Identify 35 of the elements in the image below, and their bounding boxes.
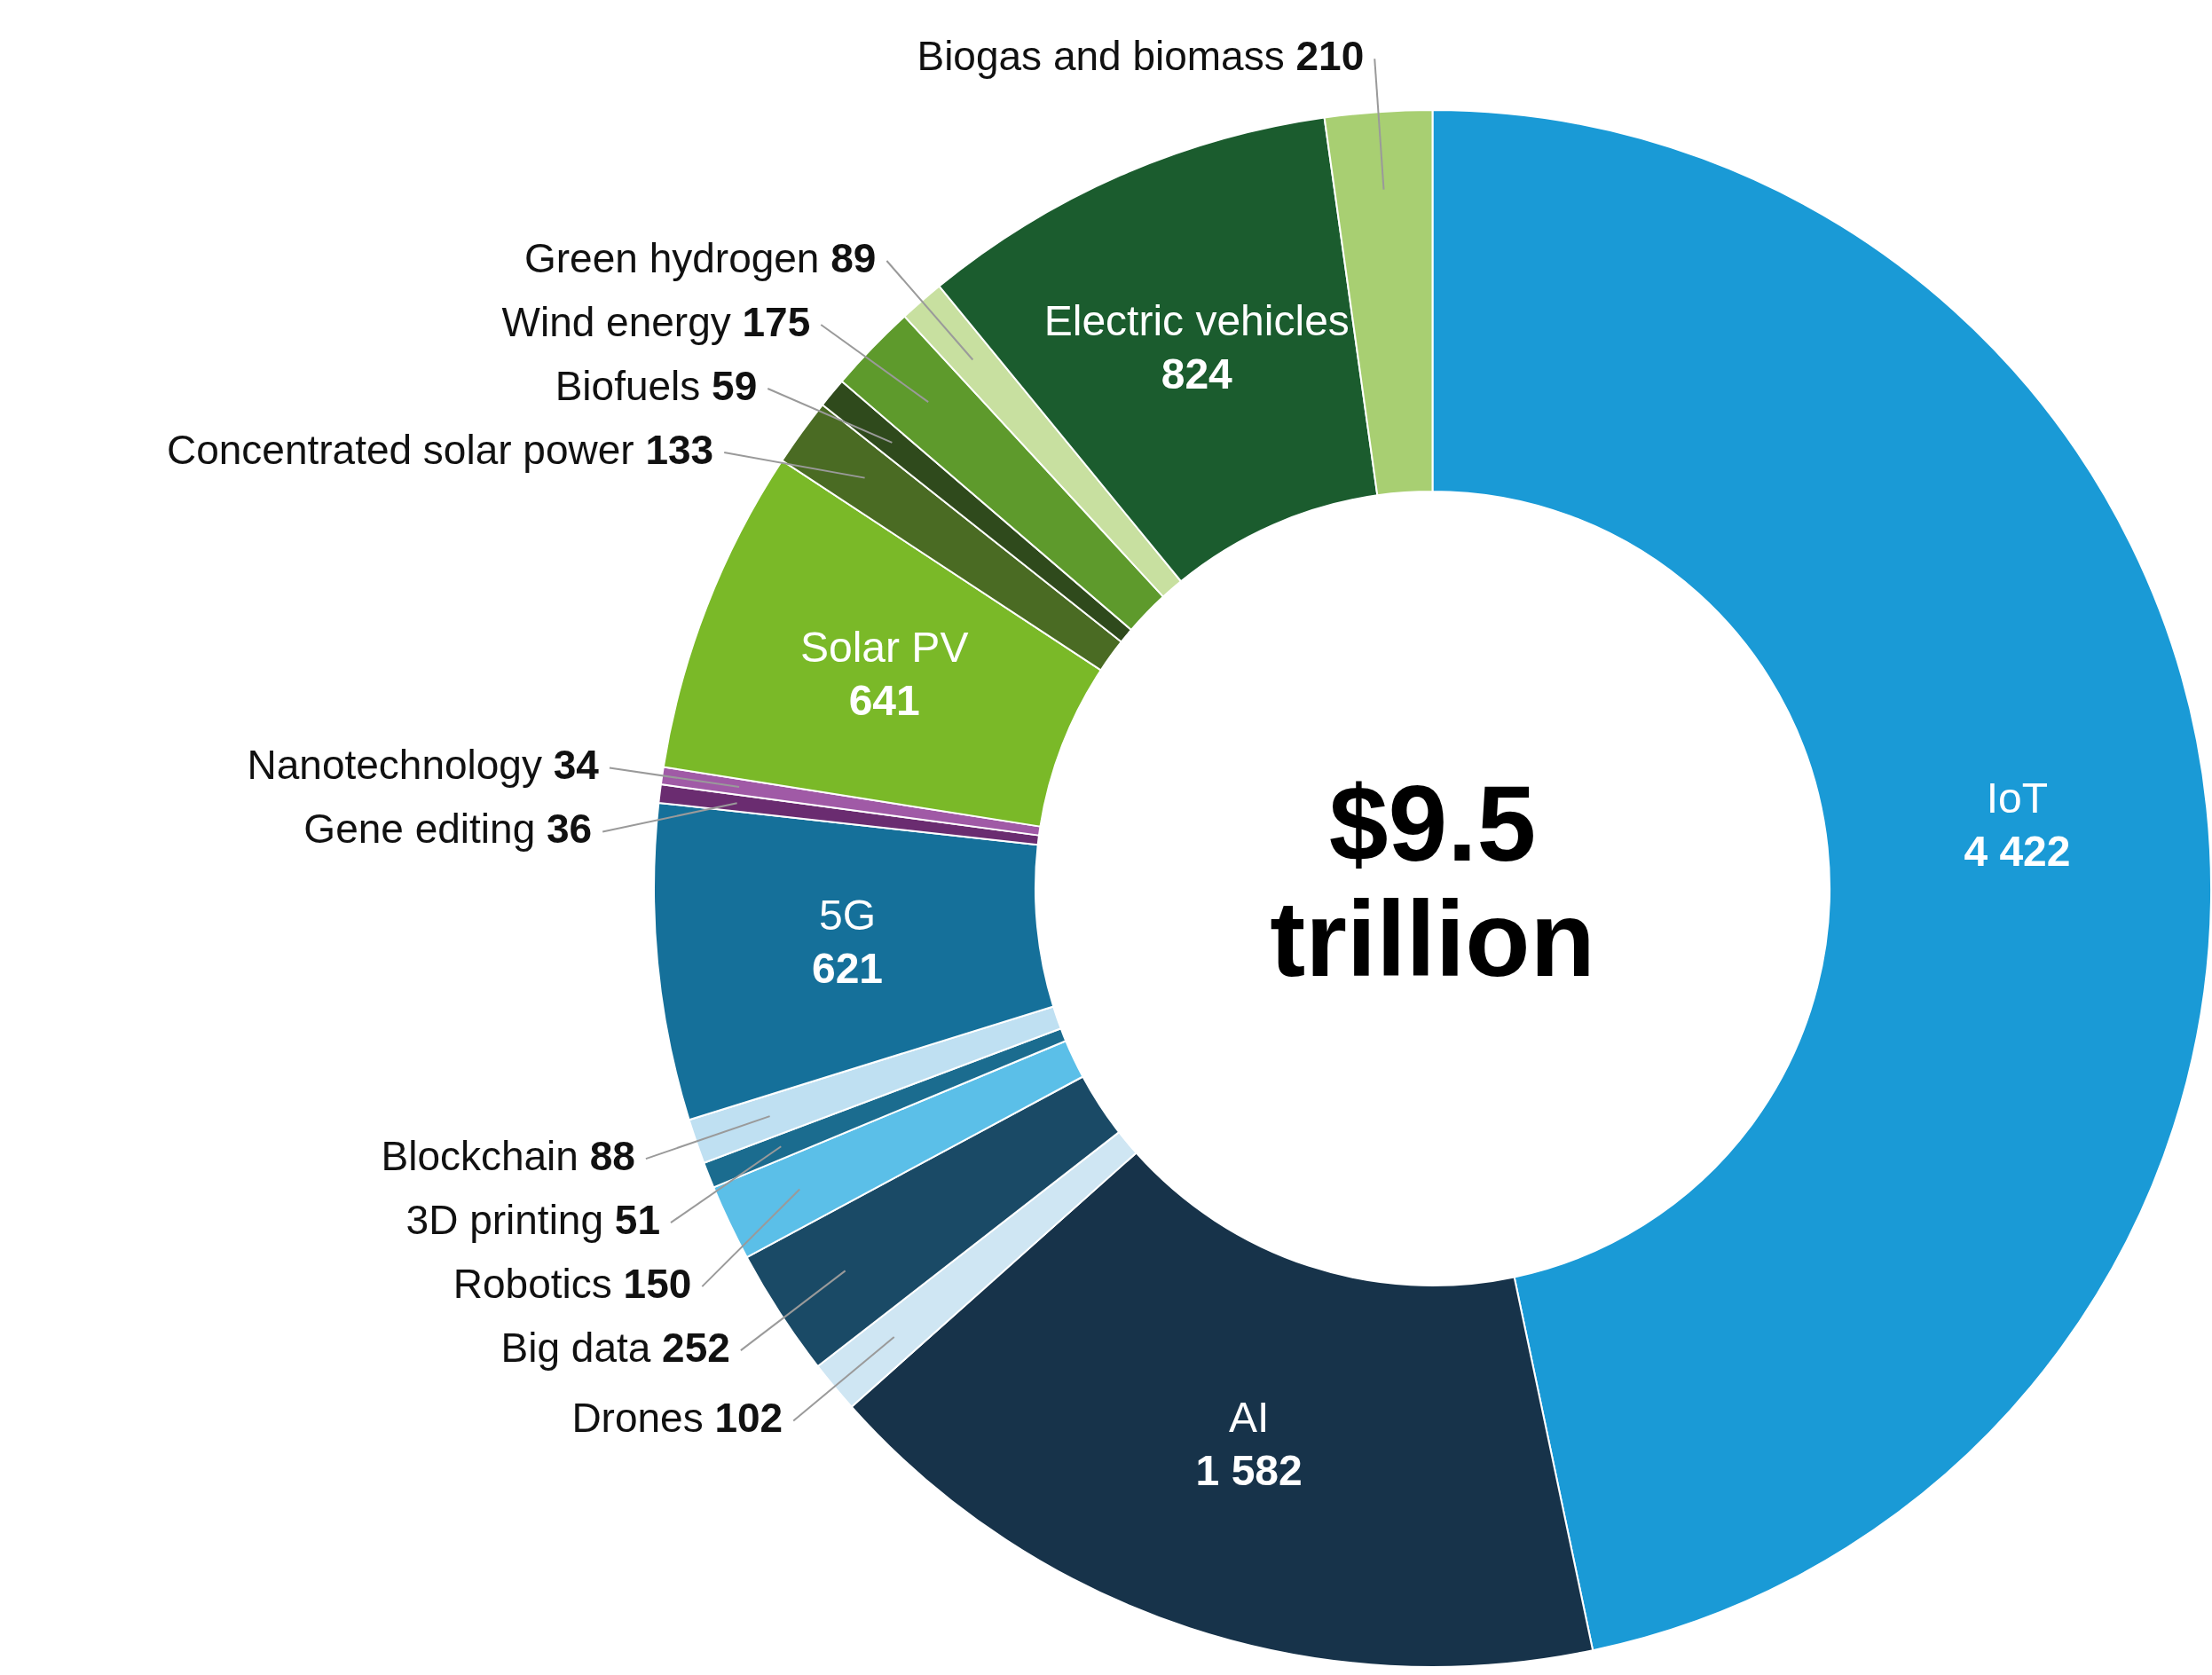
slice-label: Concentrated solar power — [166, 426, 634, 473]
data-label: 102 — [703, 1395, 783, 1442]
slice-label: Biofuels — [555, 362, 701, 409]
slice-label: AI — [1228, 1394, 1270, 1442]
data-label: 36 — [535, 806, 593, 853]
data-label: 4 422 — [1964, 828, 2071, 876]
slice-label: Wind energy — [501, 298, 731, 345]
slice-label: Solar PV — [799, 623, 969, 671]
data-label: 34 — [541, 742, 600, 789]
slice-label: Electric vehicles — [1043, 296, 1350, 344]
slice-label: Green hydrogen — [524, 234, 820, 281]
slice-label: Blockchain — [381, 1132, 579, 1179]
data-label: 89 — [819, 234, 877, 281]
data-label: 641 — [848, 676, 920, 724]
slice-label: Biogas and biomass — [917, 32, 1285, 79]
slice-label: Robotics — [453, 1260, 612, 1307]
data-label: 621 — [811, 945, 884, 993]
data-label: 88 — [578, 1132, 635, 1179]
slice-label: Drones — [571, 1395, 704, 1442]
text: $9.5 trillion — [1270, 763, 1595, 998]
slice-label: Big data — [500, 1324, 651, 1371]
data-label: 175 — [730, 298, 811, 345]
data-label: 51 — [603, 1196, 660, 1243]
slice-label: Nanotechnology — [247, 742, 542, 789]
data-label: 1 582 — [1195, 1447, 1303, 1495]
slice-label: IoT — [1986, 775, 2049, 822]
slice-label: Gene editing — [303, 806, 536, 853]
data-label: 59 — [700, 362, 758, 409]
slice-label: 5G — [819, 892, 877, 940]
slice-label: 3D printing — [405, 1196, 604, 1243]
data-label: 150 — [611, 1260, 692, 1307]
data-label: 210 — [1284, 32, 1365, 79]
data-label: 133 — [634, 426, 714, 473]
data-label: 824 — [1161, 350, 1233, 397]
data-label: 252 — [650, 1324, 730, 1371]
